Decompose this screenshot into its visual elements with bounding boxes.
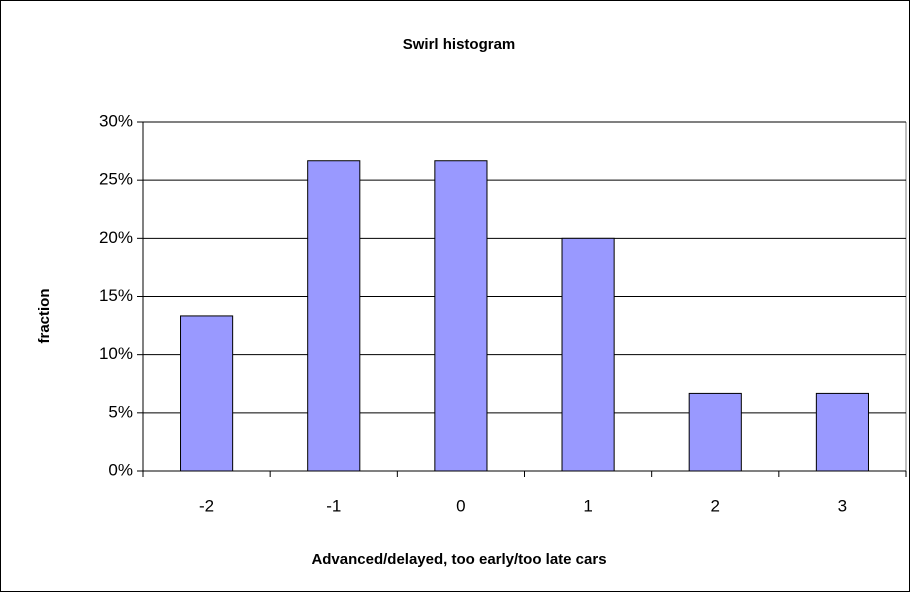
y-tick-label: 5% [108,402,133,421]
bar [815,392,869,472]
y-axis-label: fraction [36,288,53,343]
y-tick-label: 30% [99,111,133,130]
y-tick-label: 20% [99,228,133,247]
y-tick-label: 15% [99,286,133,305]
x-tick-label: -1 [326,496,341,515]
x-tick-label: 0 [456,496,465,515]
chart-title: Swirl histogram [403,36,516,53]
x-tick-label: 1 [583,496,592,515]
y-tick-label: 0% [108,460,133,479]
bar [180,315,234,472]
y-tick-label: 25% [99,170,133,189]
y-tick-label: 10% [99,344,133,363]
x-axis-label: Advanced/delayed, too early/too late car… [311,551,606,568]
bar [561,237,615,472]
bar [688,392,742,472]
x-tick-label: 3 [838,496,847,515]
bar [307,160,361,472]
x-tick-label: -2 [199,496,214,515]
bar [434,160,488,472]
x-tick-label: 2 [711,496,720,515]
